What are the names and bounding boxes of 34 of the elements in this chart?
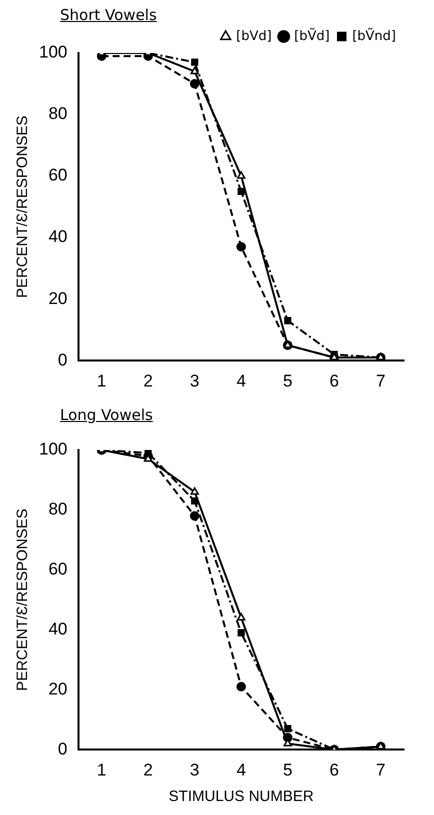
x-tick-label: 5 xyxy=(282,371,292,390)
y-tick-label: 40 xyxy=(48,227,68,246)
x-tick-label: 4 xyxy=(236,760,246,780)
x-tick-label: 1 xyxy=(96,760,106,780)
x-axis-title: STIMULUS NUMBER xyxy=(168,788,314,806)
chart-title: Short Vowels xyxy=(60,6,157,24)
y-tick-label: 20 xyxy=(48,288,68,308)
y-axis-title: PERCENT/Ɛ/RESPONSES xyxy=(14,508,32,692)
legend-label: [bṼd] xyxy=(294,26,330,44)
y-tick-label: 20 xyxy=(48,679,68,698)
y-tick-label: 0 xyxy=(58,350,68,370)
legend-label: [bVd] xyxy=(236,28,272,44)
y-tick-label: 0 xyxy=(58,739,68,758)
x-tick-label: 7 xyxy=(376,760,386,780)
x-tick-label: 6 xyxy=(329,760,339,780)
y-tick-label: 100 xyxy=(38,42,68,62)
legend-label: [bṼnd] xyxy=(352,26,396,44)
x-tick-label: 2 xyxy=(143,371,153,390)
y-tick-label: 60 xyxy=(48,560,68,579)
y-tick-label: 60 xyxy=(48,166,68,185)
x-tick-label: 4 xyxy=(236,371,246,390)
y-tick-label: 100 xyxy=(38,440,68,459)
y-tick-label: 80 xyxy=(48,500,68,519)
x-tick-label: 2 xyxy=(143,760,153,780)
chart-title: Long Vowels xyxy=(60,406,153,424)
y-tick-label: 40 xyxy=(48,619,68,638)
y-tick-label: 80 xyxy=(48,104,68,124)
x-tick-label: 3 xyxy=(190,371,200,390)
x-tick-label: 5 xyxy=(282,760,292,780)
x-tick-label: 1 xyxy=(96,371,106,390)
x-tick-label: 6 xyxy=(329,371,339,390)
x-tick-label: 3 xyxy=(190,760,200,780)
x-tick-label: 7 xyxy=(376,371,386,390)
y-axis-title: PERCENT/Ɛ/RESPONSES xyxy=(14,116,32,298)
